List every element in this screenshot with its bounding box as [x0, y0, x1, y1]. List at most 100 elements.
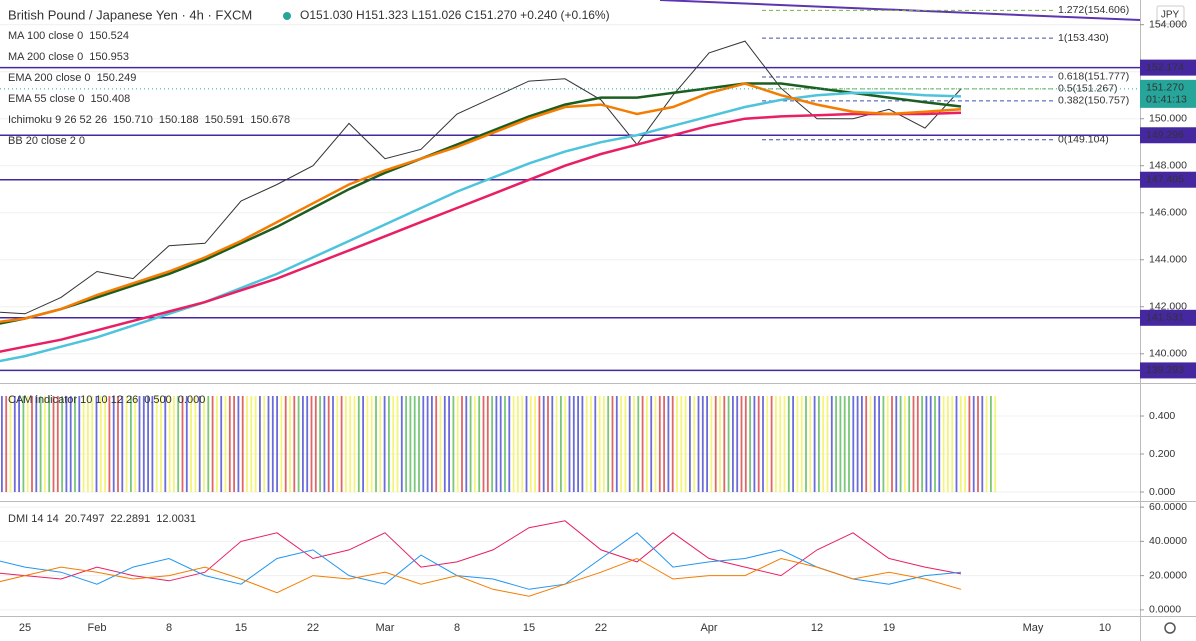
- y-tick-label: 150.000: [1149, 112, 1187, 124]
- indicator-stripe: [990, 396, 992, 493]
- legend-name: BB 20 close 2 0: [8, 135, 85, 147]
- indicator-stripe: [938, 396, 941, 493]
- indicator-stripe: [78, 396, 81, 493]
- indicator-stripe: [959, 396, 962, 493]
- indicator-stripe: [908, 396, 911, 493]
- x-tick-label: 19: [883, 622, 895, 634]
- status-dot: [283, 12, 291, 20]
- x-tick-label: 8: [454, 622, 460, 634]
- indicator-stripe: [719, 396, 721, 493]
- trend-line: [659, 0, 1141, 21]
- indicator-stripe: [87, 396, 89, 493]
- indicator-stripe: [779, 396, 782, 493]
- indicator-stripe: [891, 396, 893, 493]
- indicator-stripe: [603, 396, 605, 493]
- indicator-stripe: [693, 396, 696, 493]
- indicator-stripe: [117, 396, 119, 493]
- indicator-stripe: [826, 396, 829, 493]
- legend-value: 22.2891: [111, 513, 151, 525]
- legend-value: 150.188: [159, 114, 199, 126]
- level-badge: [1140, 362, 1196, 379]
- indicator-stripe: [981, 396, 984, 493]
- indicator-stripe: [753, 396, 756, 493]
- indicator-stripe: [69, 396, 72, 493]
- indicator-stripe: [478, 396, 481, 493]
- indicator-stripe: [495, 396, 498, 493]
- y-tick-label: 0.200: [1149, 448, 1175, 460]
- legend-value: 150.249: [97, 72, 137, 84]
- indicator-stripe: [822, 396, 825, 493]
- indicator-stripe: [228, 396, 231, 493]
- indicator-stripe: [525, 396, 528, 493]
- indicator-stripe: [332, 396, 334, 493]
- legend-name: CAM indicator 10 10 12 26: [8, 394, 138, 406]
- indicator-stripe: [379, 396, 382, 493]
- indicator-stripe: [310, 396, 313, 493]
- indicator-stripe: [207, 396, 210, 493]
- currency: JPY: [1161, 10, 1180, 21]
- indicator-stripe: [865, 396, 868, 493]
- indicator-stripe: [177, 396, 180, 493]
- indicator-stripe: [499, 396, 502, 493]
- indicator-stripe: [942, 396, 945, 493]
- indicator-stripe: [276, 396, 278, 493]
- legend-value: 150.710: [113, 114, 153, 126]
- indicator-stripe: [899, 396, 902, 493]
- indicator-stripe: [151, 396, 154, 493]
- indicator-stripe: [654, 396, 657, 493]
- indicator-stripe: [886, 396, 889, 493]
- fib-label: 0(149.104): [1058, 134, 1109, 146]
- level-label: 152.174: [1146, 61, 1184, 73]
- settings-icon[interactable]: [1164, 622, 1176, 634]
- indicator-stripe: [676, 396, 678, 493]
- indicator-stripe: [233, 396, 235, 493]
- indicator-stripe: [620, 396, 622, 493]
- legend-value: 12.0031: [156, 513, 196, 525]
- indicator-stripe: [82, 396, 85, 493]
- indicator-stripe: [934, 396, 936, 493]
- indicator-stripe: [48, 396, 51, 493]
- legend-name: DMI 14 14: [8, 513, 59, 525]
- indicator-stripe: [964, 396, 966, 493]
- indicator-stripe: [26, 396, 29, 493]
- indicator-stripe: [366, 396, 369, 493]
- indicator-stripe: [224, 396, 227, 493]
- indicator-stripe: [684, 396, 687, 493]
- indicator-stripe: [615, 396, 618, 493]
- indicator-stripe: [65, 396, 68, 493]
- indicator-stripe: [431, 396, 433, 493]
- indicator-stripe: [302, 396, 304, 493]
- legend-value: 150.524: [89, 30, 129, 42]
- indicator-stripe: [35, 396, 38, 493]
- indicator-stripe: [413, 396, 416, 493]
- indicator-stripe: [792, 396, 794, 493]
- indicator-stripe: [732, 396, 734, 493]
- indicator-stripe: [147, 396, 149, 493]
- indicator-stripe: [74, 396, 76, 493]
- indicator-stripe: [895, 396, 898, 493]
- x-tick-label: 25: [19, 622, 31, 634]
- indicator-stripe: [267, 396, 270, 493]
- indicator-stripe: [947, 396, 949, 493]
- indicator-stripe: [783, 396, 786, 493]
- fib-label: 1(153.430): [1058, 32, 1109, 44]
- indicator-stripe: [504, 396, 506, 493]
- indicator-stripe: [345, 396, 347, 493]
- indicator-stripe: [624, 396, 627, 493]
- indicator-stripe: [529, 396, 532, 493]
- indicator-stripe: [9, 396, 12, 493]
- currency-badge[interactable]: [1156, 5, 1185, 25]
- series-line: [0, 557, 962, 597]
- indicator-stripe: [736, 396, 739, 493]
- indicator-stripe: [787, 396, 790, 493]
- indicator-stripe: [800, 396, 803, 493]
- indicator-stripe: [220, 396, 223, 493]
- indicator-stripe: [211, 396, 214, 493]
- series-line: [0, 82, 962, 324]
- indicator-stripe: [142, 396, 145, 493]
- indicator-stripe: [611, 396, 614, 493]
- indicator-stripe: [452, 396, 455, 493]
- y-tick-label: 140.000: [1149, 348, 1187, 360]
